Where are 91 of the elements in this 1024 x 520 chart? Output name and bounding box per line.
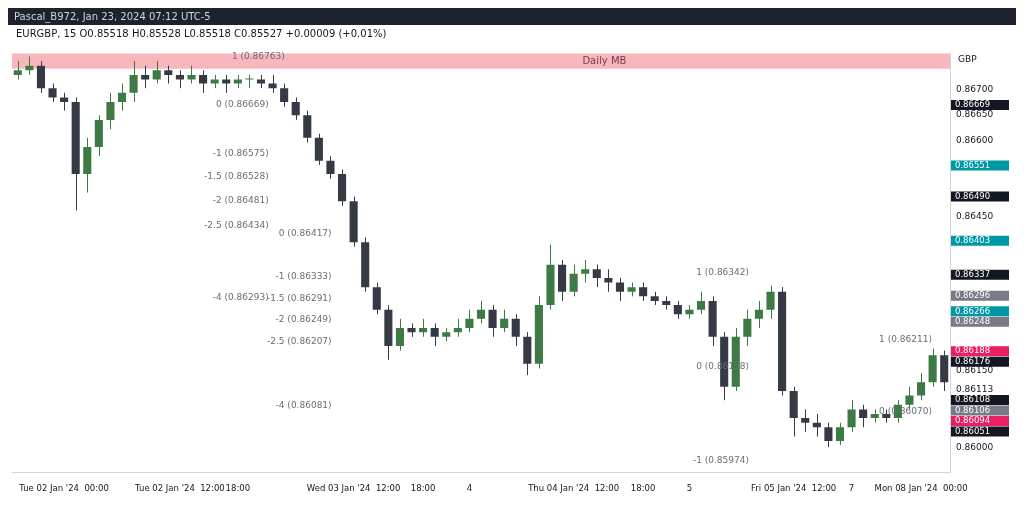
candlestick bbox=[291, 96, 300, 121]
candlestick bbox=[581, 259, 590, 284]
y-tick-label: 0.86150 bbox=[956, 364, 994, 375]
annotation: -1 (0.86333) bbox=[275, 271, 332, 282]
candlestick bbox=[36, 60, 45, 94]
x-tick-label: Tue 02 Jan '24 00:00 bbox=[18, 483, 109, 494]
candlestick bbox=[245, 74, 254, 89]
text: 0.86106 bbox=[955, 404, 991, 415]
x-tick-label: 7 bbox=[848, 483, 855, 494]
y-tick-label: 0.86113 bbox=[956, 383, 994, 394]
candlestick bbox=[395, 318, 404, 352]
annotation: -2 (0.86249) bbox=[275, 314, 332, 325]
candlestick bbox=[696, 291, 706, 315]
candlestick bbox=[824, 422, 833, 448]
annotation: 0 (0.86417) bbox=[278, 228, 332, 239]
candlestick bbox=[917, 372, 926, 401]
candlestick bbox=[106, 92, 115, 130]
candlestick bbox=[314, 133, 323, 166]
y-tick-label: 0.86650 bbox=[956, 109, 994, 120]
annotation: -1.5 (0.86291) bbox=[266, 292, 332, 303]
text: 0.86188 bbox=[955, 345, 991, 356]
y-tick-label: 0.86000 bbox=[956, 441, 994, 452]
x-tick-label: Thu 04 Jan '24 12:00 bbox=[527, 483, 620, 494]
annotation: 1 (0.86763) bbox=[231, 51, 285, 62]
candlestick bbox=[199, 69, 208, 94]
candlestick bbox=[430, 322, 439, 347]
text: 0.86176 bbox=[955, 355, 991, 366]
x-tick-label: 5 bbox=[686, 483, 693, 494]
candlestick bbox=[117, 83, 127, 112]
text: 0.86403 bbox=[955, 235, 991, 246]
x-tick-label: 18:00 bbox=[410, 483, 436, 494]
chart-subtitle: EURGBP, 15 O0.85518 H0.85528 L0.85518 C0.85527 +0.00009 (+0.01%) bbox=[8, 25, 1016, 42]
x-tick-label: Tue 02 Jan '24 12:00 bbox=[134, 483, 225, 494]
text: 0.86051 bbox=[955, 425, 991, 436]
candlestick bbox=[465, 309, 474, 333]
candlestick bbox=[326, 155, 335, 180]
annotation: 1 (0.86342) bbox=[696, 266, 750, 277]
candlestick bbox=[152, 60, 161, 85]
x-tick-label: Fri 05 Jan '24 12:00 bbox=[751, 483, 837, 494]
candlestick bbox=[488, 304, 497, 338]
annotation: -1.5 (0.86528) bbox=[204, 171, 269, 182]
annotation: 1 (0.86211) bbox=[879, 333, 932, 344]
candlestick bbox=[754, 300, 763, 329]
annotation: -4 (0.86293) bbox=[212, 291, 269, 302]
candlestick bbox=[835, 422, 845, 446]
candlestick bbox=[303, 110, 312, 143]
band-label: Daily MB bbox=[582, 54, 627, 66]
candlestick bbox=[859, 404, 868, 428]
annotation: 0 (0.86669) bbox=[215, 99, 269, 110]
chart-title: Pascal_B972, Jan 23, 2024 07:12 UTC-5 bbox=[8, 8, 1016, 25]
candlestick bbox=[511, 313, 520, 347]
candlestick bbox=[569, 264, 578, 297]
candlestick bbox=[13, 60, 22, 80]
text: 0.86669 bbox=[955, 99, 991, 110]
x-tick-label: 18:00 bbox=[630, 483, 656, 494]
candlestick bbox=[766, 285, 775, 320]
annotation: -1 (0.85974) bbox=[692, 454, 750, 465]
x-tick-label: Wed 03 Jan '24 12:00 bbox=[306, 483, 401, 494]
x-tick-label: 4 bbox=[466, 483, 473, 494]
x-tick-label: Mon 08 Jan '24 00:00 bbox=[874, 483, 968, 494]
annotation: -4 (0.86081) bbox=[275, 400, 332, 411]
candlestick bbox=[847, 399, 856, 433]
y-tick-label: 0.86600 bbox=[956, 134, 994, 145]
candlestick bbox=[48, 83, 57, 103]
annotation: -2.5 (0.86207) bbox=[266, 335, 332, 346]
y-axis-title: GBP bbox=[958, 53, 978, 64]
candlestick bbox=[592, 264, 601, 288]
candlestick bbox=[743, 309, 752, 347]
candlestick bbox=[801, 408, 810, 433]
text: 0.86551 bbox=[955, 159, 991, 170]
candlestick bbox=[372, 282, 381, 315]
text: 0.86094 bbox=[955, 415, 991, 426]
y-tick-label: 0.86700 bbox=[956, 83, 994, 94]
candlestick bbox=[476, 300, 486, 324]
candlestick bbox=[615, 277, 625, 302]
candlestick bbox=[129, 60, 138, 103]
candlestick bbox=[500, 309, 509, 333]
candlestick bbox=[604, 268, 613, 293]
text: 0.86296 bbox=[955, 290, 991, 301]
text: 0.86108 bbox=[955, 394, 991, 405]
x-tick-label: 18:00 bbox=[225, 483, 251, 494]
annotation: -2 (0.86481) bbox=[212, 195, 269, 206]
text: 0.86490 bbox=[955, 190, 991, 201]
candlestick bbox=[639, 282, 648, 302]
y-tick-label: 0.86450 bbox=[956, 211, 994, 222]
text: 0.86266 bbox=[955, 305, 991, 316]
text: 0.86337 bbox=[955, 269, 991, 280]
annotation: -1 (0.86575) bbox=[212, 147, 269, 158]
annotation: -2.5 (0.86434) bbox=[204, 219, 269, 230]
text: 0.86248 bbox=[955, 316, 991, 327]
candlestick bbox=[280, 83, 289, 108]
